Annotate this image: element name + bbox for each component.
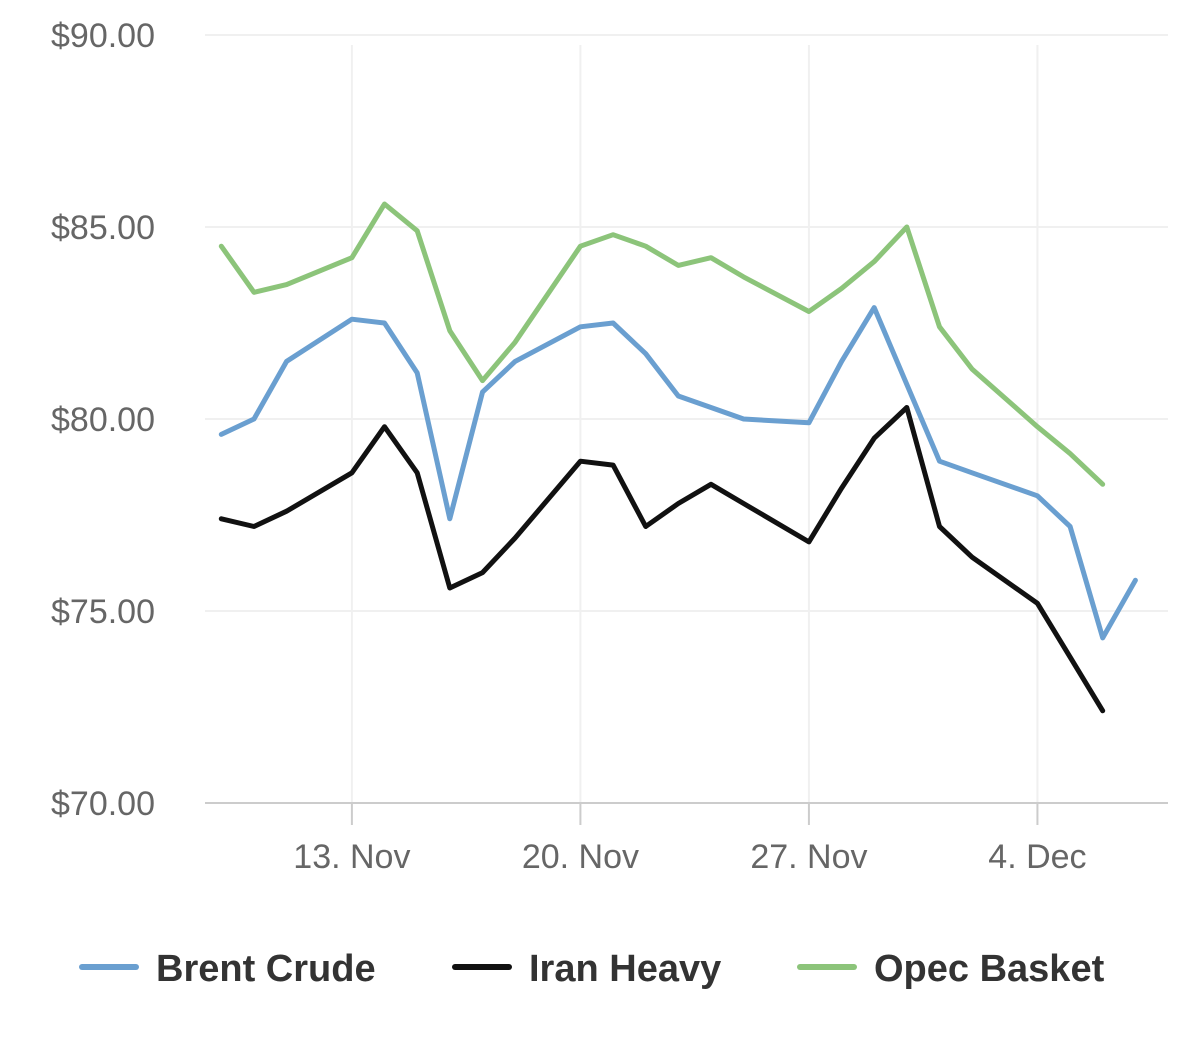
x-tick-label: 27. Nov [750,838,867,876]
y-tick-label: $85.00 [51,209,155,247]
legend-item-opec-basket[interactable]: Opec Basket [797,948,1105,990]
iran-heavy-line [218,405,1106,714]
y-tick-label: $80.00 [51,401,155,439]
x-tick-label: 20. Nov [522,838,639,876]
grid-layer [205,34,1168,803]
x-tick-label: 4. Dec [988,838,1086,876]
y-tick-label: $90.00 [51,17,155,55]
x-tick-label: 13. Nov [293,838,410,876]
legend-item-iran-heavy[interactable]: Iran Heavy [452,948,721,990]
legend-label: Iran Heavy [529,948,721,990]
series-layer [218,201,1138,714]
legend-item-brent-crude[interactable]: Brent Crude [79,948,376,990]
opec-basket-line [218,201,1106,487]
y-tick-label: $75.00 [51,593,155,631]
brent-crude-line [218,305,1138,641]
legend-label: Brent Crude [156,948,376,990]
axis-layer: $70.00 $75.00 $80.00 $85.00 $90.00 13. Nov 20.… [51,17,1168,876]
legend[interactable]: Brent Crude Iran Heavy Opec Basket [79,948,1105,990]
y-tick-label: $70.00 [51,785,155,823]
legend-label: Opec Basket [874,948,1105,990]
